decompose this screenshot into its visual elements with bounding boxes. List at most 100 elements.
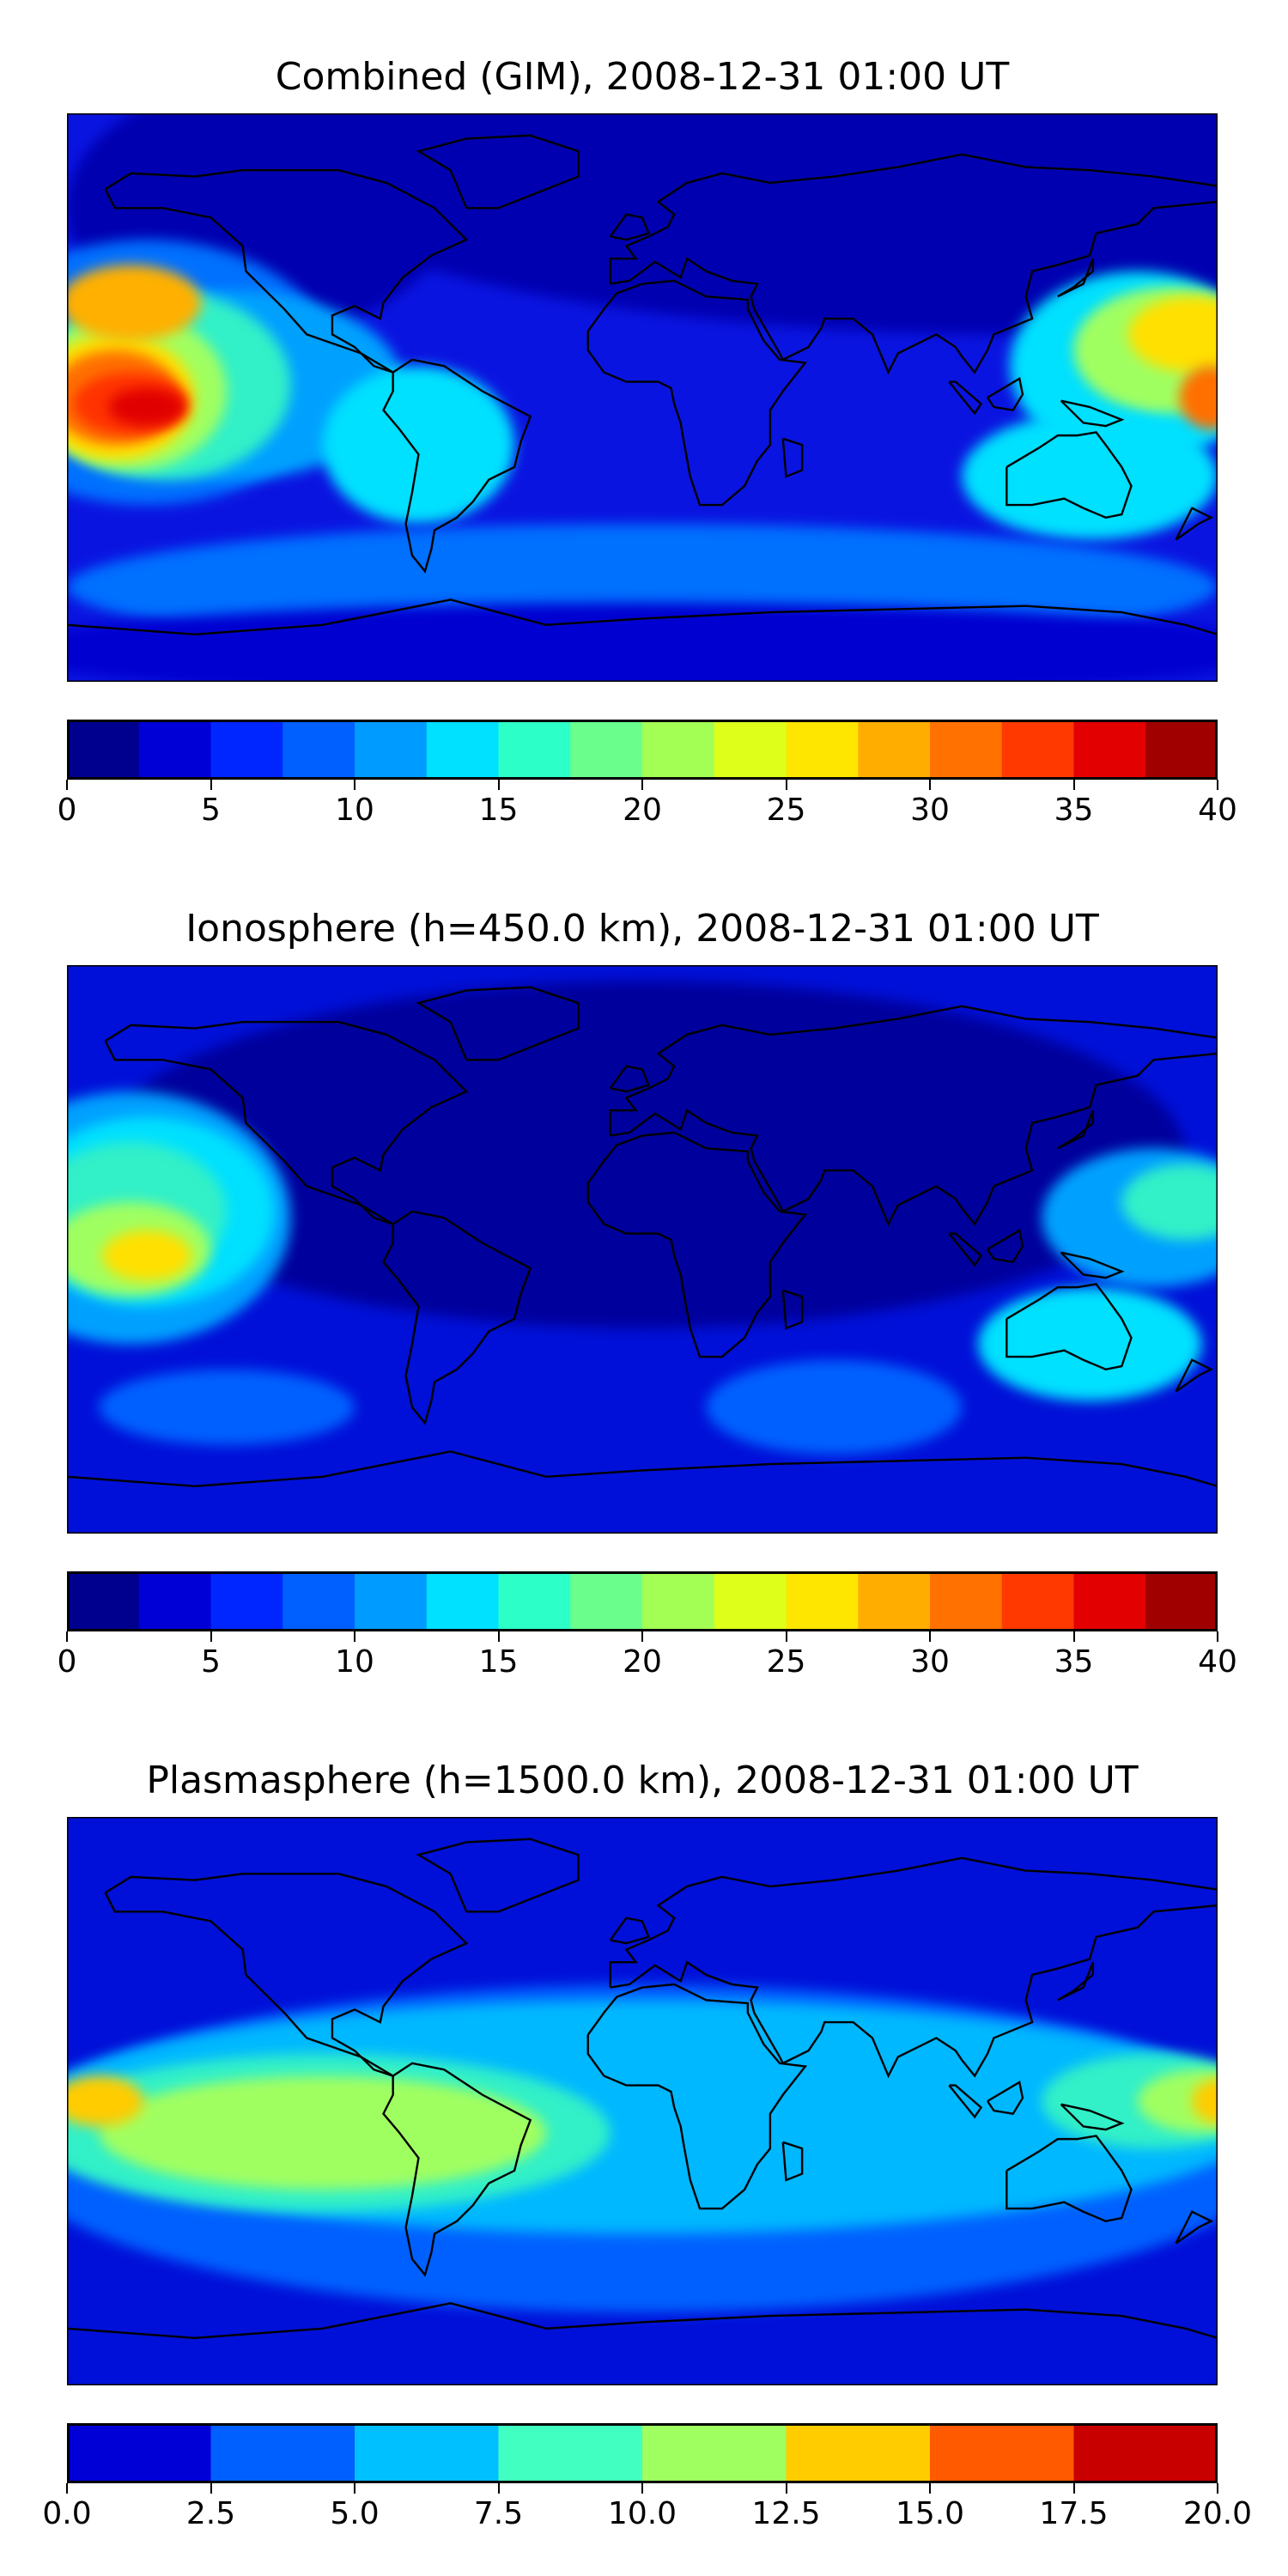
- colorbar-ionosphere: [67, 1571, 1218, 1631]
- colorbar-swatch: [1001, 720, 1074, 780]
- colorbar-swatch: [1001, 1571, 1074, 1631]
- coastline: [67, 599, 1218, 682]
- colorbar-tick-label: 30: [910, 793, 950, 828]
- coastline: [106, 1874, 467, 2075]
- colorbar-tick-label: 5: [201, 1644, 221, 1680]
- colorbar-tick: [641, 780, 643, 790]
- colorbar-tick-label: 15: [478, 1644, 519, 1680]
- colorbar-tick-label: 20: [623, 793, 662, 828]
- coastline: [67, 2303, 1218, 2385]
- contour-region: [977, 1287, 1202, 1401]
- colorbar-swatch: [426, 720, 499, 780]
- colorbar-frame: [67, 1571, 1218, 1631]
- contour-region: [1179, 366, 1218, 429]
- colorbar-swatch: [210, 2423, 355, 2483]
- coastline: [949, 2086, 981, 2117]
- colorbar-tick-label: 5: [201, 793, 221, 828]
- colorbar-tick: [66, 1631, 68, 1642]
- colorbar-frame: [67, 2423, 1218, 2483]
- coastline: [987, 379, 1023, 410]
- colorbar-swatch: [67, 720, 140, 780]
- colorbar-tick-label: 35: [1054, 793, 1094, 828]
- colorbar-swatch: [930, 1571, 1003, 1631]
- colorbar-swatch: [930, 2423, 1074, 2483]
- colorbar-tick: [1072, 1631, 1075, 1642]
- colorbar-swatch: [210, 720, 283, 780]
- colorbar-tick: [1217, 780, 1218, 790]
- contour-region: [1121, 1163, 1218, 1240]
- coastline: [611, 1066, 649, 1091]
- colorbar-tick: [1072, 780, 1075, 790]
- colorbar-swatch: [714, 1571, 787, 1631]
- colorbar-swatch: [1073, 1571, 1146, 1631]
- coastline: [1176, 2212, 1212, 2244]
- map-combined: [67, 113, 1218, 682]
- coastline: [106, 170, 467, 372]
- colorbar-tick-label: 25: [766, 793, 806, 828]
- colorbar-tick-label: 17.5: [1039, 2496, 1109, 2531]
- coastline: [1058, 1962, 1093, 2000]
- coastline: [611, 1858, 1218, 2076]
- colorbar-tick-label: 25: [766, 1644, 806, 1680]
- colorbar-swatch: [642, 1571, 715, 1631]
- colorbar-swatch: [1145, 1571, 1218, 1631]
- coastline: [1176, 1360, 1212, 1392]
- colorbar-tick-label: 2.5: [185, 2496, 236, 2531]
- map-plasmasphere: [67, 1817, 1218, 2385]
- colorbar-tick-label: 0.0: [42, 2496, 92, 2531]
- coastline: [1058, 258, 1093, 296]
- coastline: [588, 1133, 805, 1357]
- colorbar-swatch: [498, 1571, 571, 1631]
- coastline: [1176, 508, 1212, 540]
- coastline: [611, 155, 1218, 373]
- coastline: [418, 987, 578, 1060]
- colorbar-tick-label: 0: [57, 793, 77, 828]
- coastline: [67, 1451, 1218, 1534]
- colorbar-tick: [641, 1631, 643, 1642]
- colorbar-swatch: [355, 720, 428, 780]
- colorbar-swatch: [138, 720, 211, 780]
- colorbar-swatch: [210, 1571, 283, 1631]
- colorbar-tick: [1072, 2483, 1075, 2494]
- colorbar-swatch: [355, 2423, 499, 2483]
- colorbar-tick: [497, 1631, 500, 1642]
- coastline: [987, 2082, 1023, 2114]
- colorbar-swatch: [570, 1571, 643, 1631]
- colorbar-tick: [210, 2483, 212, 2494]
- coastline: [783, 2142, 802, 2180]
- coastline: [987, 1230, 1023, 1262]
- colorbar-tick-label: 10: [335, 1644, 374, 1680]
- colorbar-tick: [785, 2483, 787, 2494]
- colorbar-swatch: [930, 720, 1003, 780]
- colorbar-swatch: [1073, 720, 1146, 780]
- coastline: [1058, 1110, 1093, 1148]
- colorbar-swatch: [283, 1571, 355, 1631]
- colorbar-swatch: [858, 720, 931, 780]
- colorbar-tick-label: 0: [57, 1644, 77, 1680]
- colorbar-tick: [785, 1631, 787, 1642]
- colorbar-swatch: [283, 720, 355, 780]
- colorbar-tick: [354, 1631, 355, 1642]
- colorbar-ticks-ionosphere: 0 5 10 15 20 25 30 35 40: [58, 1631, 1237, 1683]
- colorbar-tick-label: 30: [910, 1644, 950, 1680]
- colorbar-ticks-plasmasphere: 0.0 2.5 5.0 7.5 10.0 12.5 15.0 17.5 20.0: [42, 2483, 1252, 2535]
- panel-title-plasmasphere: Plasmasphere (h=1500.0 km), 2008-12-31 0…: [146, 1759, 1139, 1802]
- colorbar-tick: [785, 780, 787, 790]
- colorbar-tick-label: 35: [1054, 1644, 1094, 1680]
- colorbar-swatch: [786, 720, 859, 780]
- coastline: [418, 1839, 578, 1912]
- colorbar-tick-label: 15: [478, 793, 519, 828]
- colorbar-tick-label: 10: [335, 793, 374, 828]
- contour-region: [706, 1359, 963, 1455]
- colorbar-tick-label: 40: [1198, 1644, 1237, 1680]
- coastline: [611, 1006, 1218, 1224]
- coastline: [783, 439, 802, 477]
- coastline: [1006, 1284, 1131, 1369]
- colorbar-tick: [929, 1631, 931, 1642]
- colorbar-tick: [210, 1631, 212, 1642]
- colorbar-tick-label: 20: [623, 1644, 662, 1680]
- colorbar-swatch: [67, 2423, 211, 2483]
- colorbar-tick: [929, 2483, 931, 2494]
- coastline: [418, 136, 578, 209]
- contour-region: [962, 413, 1218, 540]
